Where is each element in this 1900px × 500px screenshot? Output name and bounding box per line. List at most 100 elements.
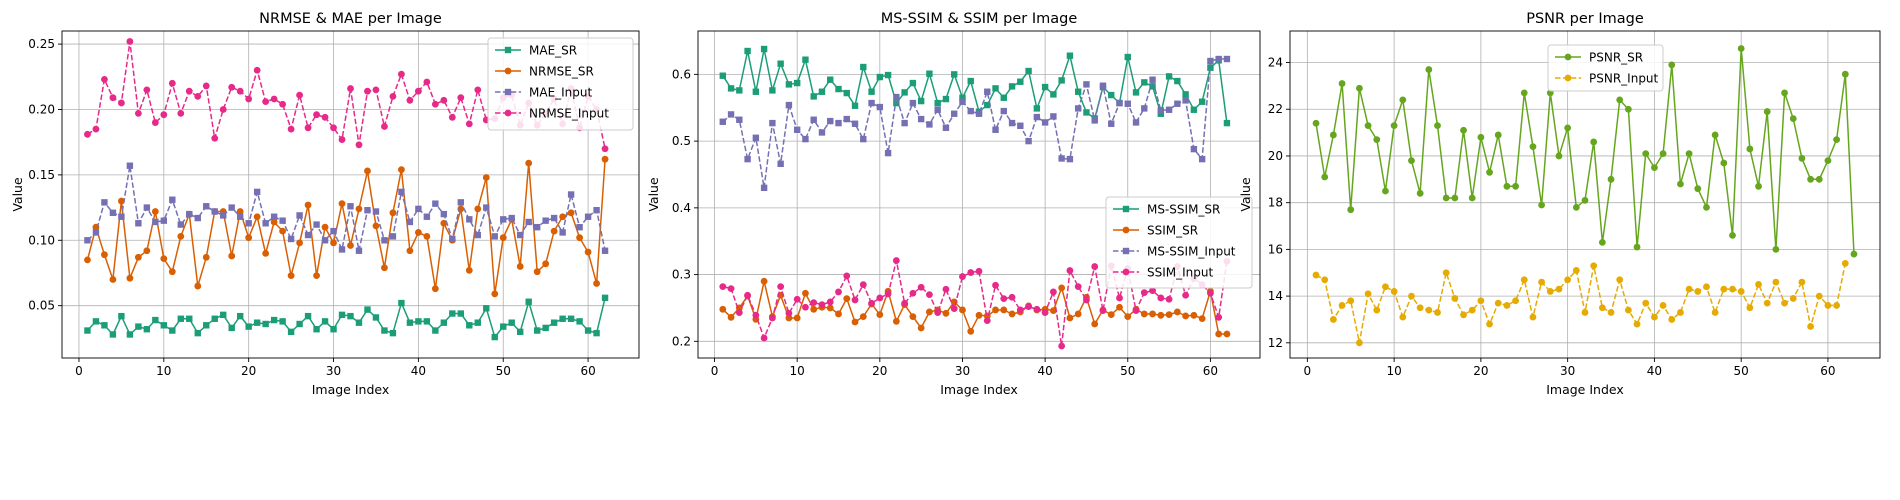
data-point bbox=[1711, 309, 1719, 316]
legend-label: NRMSE_Input bbox=[529, 107, 609, 121]
data-point bbox=[372, 314, 380, 321]
data-point bbox=[542, 217, 549, 224]
plot-frame bbox=[697, 30, 1261, 359]
data-point bbox=[1174, 100, 1181, 107]
data-point bbox=[228, 83, 236, 91]
data-point bbox=[1486, 320, 1493, 328]
data-point bbox=[768, 314, 776, 322]
data-point bbox=[1503, 302, 1511, 309]
data-point bbox=[1546, 288, 1554, 295]
data-point bbox=[270, 218, 278, 226]
data-point bbox=[169, 196, 176, 203]
data-point bbox=[381, 123, 388, 130]
data-point bbox=[892, 317, 900, 325]
data-point bbox=[1581, 196, 1589, 204]
data-point bbox=[1124, 313, 1132, 321]
data-point bbox=[950, 305, 958, 313]
data-point bbox=[967, 77, 974, 85]
data-point bbox=[567, 209, 575, 217]
data-point bbox=[1165, 73, 1173, 80]
data-point bbox=[406, 96, 414, 104]
data-point bbox=[736, 116, 743, 123]
data-point bbox=[777, 283, 785, 290]
data-point bbox=[330, 227, 337, 235]
data-point bbox=[1091, 263, 1099, 270]
data-point bbox=[1223, 119, 1231, 127]
data-point bbox=[967, 269, 975, 276]
data-point bbox=[1416, 304, 1424, 312]
data-point bbox=[202, 253, 210, 261]
data-point bbox=[406, 247, 414, 255]
data-point bbox=[1312, 271, 1320, 279]
data-point bbox=[967, 327, 975, 335]
x-tick-label: 0 bbox=[711, 364, 719, 378]
data-point bbox=[236, 213, 244, 220]
data-point bbox=[1755, 182, 1762, 190]
legend-label: SSIM_Input bbox=[1147, 266, 1213, 280]
data-point bbox=[1425, 66, 1433, 73]
data-point bbox=[835, 85, 842, 93]
data-point bbox=[584, 213, 592, 220]
data-point bbox=[884, 290, 892, 298]
data-point bbox=[901, 299, 909, 307]
data-point bbox=[1468, 194, 1476, 202]
data-point bbox=[1642, 299, 1650, 307]
data-point bbox=[1607, 309, 1615, 316]
y-tick-label: 0.20 bbox=[28, 102, 55, 116]
data-point bbox=[296, 91, 303, 99]
data-point bbox=[793, 79, 801, 87]
x-tick-label: 10 bbox=[156, 364, 171, 378]
data-point bbox=[1107, 311, 1115, 319]
y-tick-label: 24 bbox=[1268, 56, 1283, 70]
data-point bbox=[1000, 107, 1007, 115]
data-point bbox=[942, 309, 950, 317]
data-point bbox=[1182, 291, 1190, 299]
data-point bbox=[868, 299, 875, 307]
data-point bbox=[1116, 99, 1123, 107]
data-point bbox=[1598, 304, 1606, 312]
data-point bbox=[934, 99, 941, 107]
data-point bbox=[423, 232, 431, 240]
data-point bbox=[499, 234, 507, 242]
data-point bbox=[785, 309, 793, 317]
data-point bbox=[1677, 180, 1684, 188]
data-point bbox=[262, 98, 270, 106]
data-point bbox=[859, 281, 867, 288]
data-point bbox=[810, 93, 817, 100]
data-point bbox=[1460, 311, 1467, 319]
data-point bbox=[760, 184, 768, 192]
data-point bbox=[984, 101, 991, 109]
data-point bbox=[440, 319, 448, 326]
data-point bbox=[465, 266, 473, 274]
data-point bbox=[1442, 194, 1450, 202]
data-point bbox=[843, 272, 851, 280]
data-point bbox=[474, 86, 482, 94]
data-point bbox=[542, 324, 549, 332]
data-point bbox=[84, 256, 91, 264]
data-point bbox=[1798, 154, 1806, 162]
data-point bbox=[143, 326, 151, 333]
data-point bbox=[760, 277, 768, 285]
data-point bbox=[1781, 89, 1788, 97]
data-point bbox=[381, 264, 388, 272]
data-point bbox=[1329, 316, 1337, 323]
data-point bbox=[1017, 78, 1024, 85]
data-point bbox=[1512, 297, 1519, 305]
x-axis-label: Image Index bbox=[940, 382, 1018, 397]
data-point bbox=[245, 95, 253, 103]
data-point bbox=[876, 311, 884, 319]
data-point bbox=[1382, 187, 1389, 195]
data-point bbox=[1329, 131, 1337, 139]
data-point bbox=[1538, 201, 1546, 209]
data-point bbox=[194, 214, 201, 222]
data-point bbox=[449, 310, 456, 317]
data-point bbox=[92, 229, 100, 236]
data-point bbox=[253, 188, 261, 196]
data-point bbox=[818, 129, 826, 136]
data-point bbox=[1598, 238, 1606, 246]
data-point bbox=[1520, 89, 1528, 97]
x-tick-label: 60 bbox=[1820, 364, 1835, 378]
y-tick-label: 0.3 bbox=[672, 268, 691, 282]
data-point bbox=[1066, 267, 1074, 274]
